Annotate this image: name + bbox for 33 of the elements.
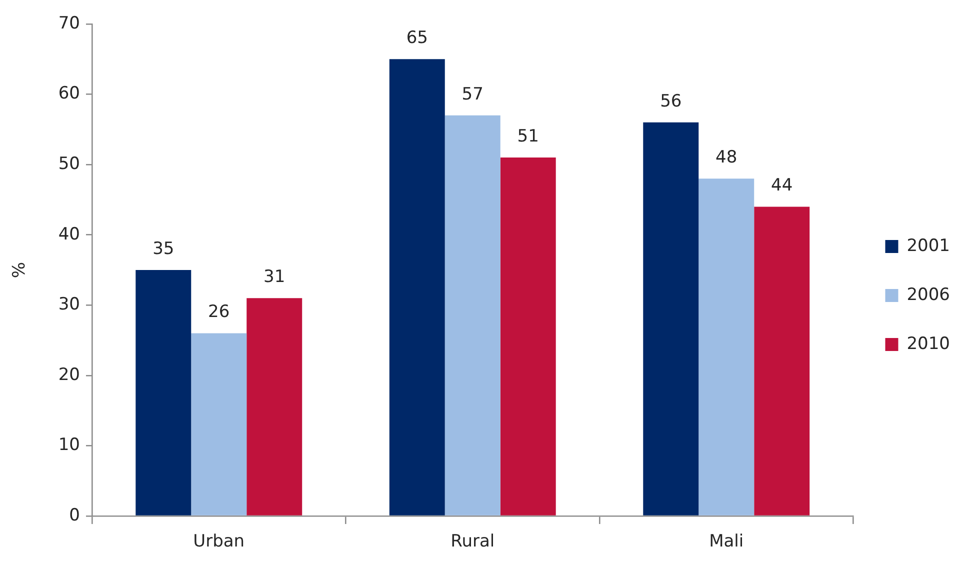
bar xyxy=(500,158,556,516)
y-tick-label: 10 xyxy=(58,435,80,456)
bar xyxy=(444,115,500,516)
data-label: 65 xyxy=(406,28,428,48)
data-label: 26 xyxy=(208,302,230,322)
legend-label: 2001 xyxy=(906,236,950,256)
bar xyxy=(698,178,754,516)
data-label: 44 xyxy=(771,176,793,196)
y-tick-label: 0 xyxy=(69,505,80,526)
data-label: 31 xyxy=(264,267,286,288)
bar xyxy=(191,333,247,516)
y-tick-label: 60 xyxy=(58,84,80,104)
x-tick-label: Mali xyxy=(709,532,744,552)
bar xyxy=(754,206,810,516)
x-tick-label: Urban xyxy=(193,532,245,552)
y-axis-title: % xyxy=(10,262,30,278)
data-label: 48 xyxy=(716,148,738,168)
legend-label: 2006 xyxy=(906,284,950,305)
bar xyxy=(136,270,192,516)
data-label: 56 xyxy=(660,91,682,112)
y-tick-label: 20 xyxy=(58,364,80,385)
data-label: 51 xyxy=(517,126,539,146)
bar xyxy=(246,298,302,516)
bar xyxy=(389,59,445,516)
y-tick-label: 70 xyxy=(58,13,80,34)
bar xyxy=(643,122,699,516)
data-label: 35 xyxy=(152,238,174,259)
data-label: 57 xyxy=(462,84,484,104)
y-tick-label: 30 xyxy=(58,294,80,315)
y-tick-label: 50 xyxy=(58,154,80,174)
y-tick-label: 40 xyxy=(58,224,80,244)
x-tick-label: Rural xyxy=(450,532,495,552)
legend-label: 2010 xyxy=(906,334,950,354)
